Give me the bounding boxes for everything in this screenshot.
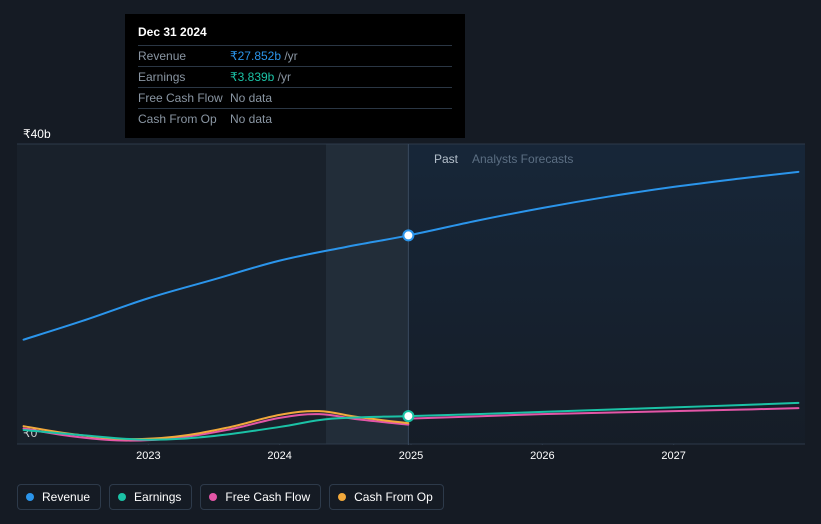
legend-item-revenue[interactable]: Revenue	[17, 484, 101, 510]
tooltip-metric-value: No data	[230, 91, 272, 105]
financial-chart: Dec 31 2024 Revenue₹27.852b /yrEarnings₹…	[0, 0, 821, 524]
tooltip-date: Dec 31 2024	[138, 25, 452, 45]
legend-label: Revenue	[42, 490, 90, 504]
tooltip-metric-label: Revenue	[138, 49, 230, 63]
x-tick-label: 2025	[399, 450, 423, 462]
plot-area[interactable]	[17, 120, 805, 445]
tooltip-metric-label: Earnings	[138, 70, 230, 84]
legend-dot-icon	[26, 493, 34, 501]
tooltip-row: Cash From OpNo data	[138, 108, 452, 129]
x-tick-label: 2024	[267, 450, 291, 462]
tooltip-metric-value: ₹3.839b /yr	[230, 70, 291, 84]
x-tick-label: 2027	[661, 450, 685, 462]
legend-label: Cash From Op	[354, 490, 433, 504]
tooltip-row: Earnings₹3.839b /yr	[138, 66, 452, 87]
tooltip-metric-label: Cash From Op	[138, 112, 230, 126]
tooltip-row: Free Cash FlowNo data	[138, 87, 452, 108]
x-tick-label: 2023	[136, 450, 160, 462]
legend-dot-icon	[338, 493, 346, 501]
x-axis-ticks: 2023 2024 2025 2026 2027	[17, 450, 805, 466]
legend-label: Free Cash Flow	[225, 490, 310, 504]
x-tick-label: 2026	[530, 450, 554, 462]
legend-item-cash-from-op[interactable]: Cash From Op	[329, 484, 444, 510]
chart-svg	[17, 120, 805, 445]
tooltip-metric-label: Free Cash Flow	[138, 91, 230, 105]
legend-item-free-cash-flow[interactable]: Free Cash Flow	[200, 484, 321, 510]
legend-item-earnings[interactable]: Earnings	[109, 484, 192, 510]
legend-label: Earnings	[134, 490, 181, 504]
legend-dot-icon	[209, 493, 217, 501]
legend: Revenue Earnings Free Cash Flow Cash From O…	[17, 484, 444, 510]
tooltip-row: Revenue₹27.852b /yr	[138, 45, 452, 66]
tooltip-metric-value: No data	[230, 112, 272, 126]
chart-tooltip: Dec 31 2024 Revenue₹27.852b /yrEarnings₹…	[125, 14, 465, 138]
tooltip-metric-value: ₹27.852b /yr	[230, 49, 298, 63]
legend-dot-icon	[118, 493, 126, 501]
